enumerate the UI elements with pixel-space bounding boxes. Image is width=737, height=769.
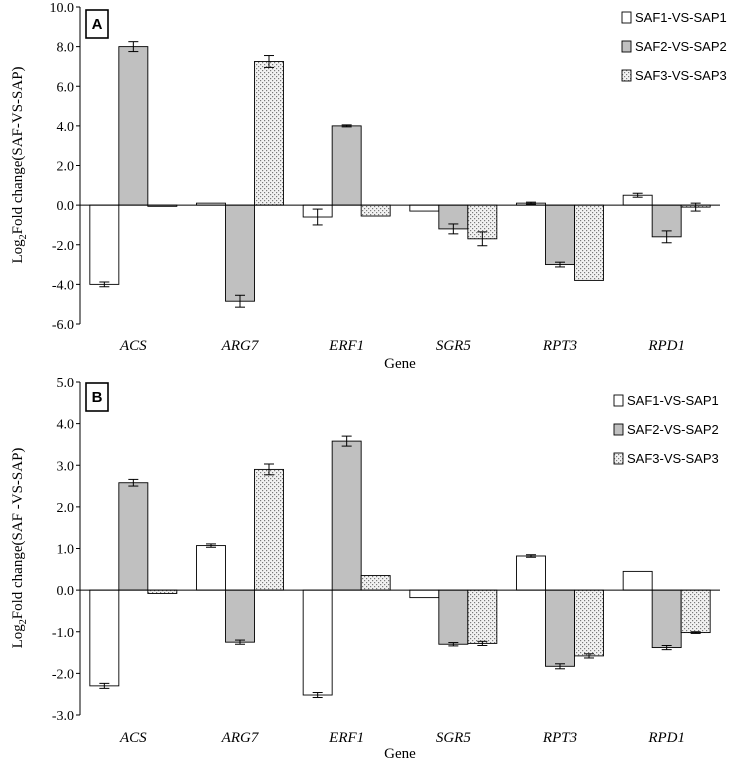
y-axis-title-pre: Log	[10, 624, 26, 649]
x-tick-label-erf1: ERF1	[328, 730, 364, 746]
legend-label-3: SAF3-VS-SAP3	[635, 68, 727, 83]
x-tick-label-rpt3: RPT3	[542, 730, 577, 746]
bar-saf1-vs-sap1-arg7	[196, 545, 226, 591]
y-tick-label: 4.0	[57, 418, 75, 433]
y-axis-title: Log2Fold change(SAF-VS-SAP)	[10, 66, 29, 263]
x-tick-label-sgr5: SGR5	[436, 730, 471, 746]
bar-saf2-vs-sap2-sgr5	[438, 589, 469, 645]
bar-saf3-vs-sap3-arg7	[254, 61, 284, 206]
y-tick-label: -2.0	[52, 239, 74, 254]
y-axis-title-subscript: 2	[18, 234, 29, 239]
chart-panel-b: 5.0 4.0 3.0 2.0 1.0 0.0 -1.0 -2.0 -3.0 ACS ARG7 ERF…	[10, 376, 720, 762]
y-axis-title-pre: Log	[10, 239, 26, 264]
y-tick-label: 8.0	[57, 41, 75, 56]
bar-saf1-vs-sap1-sgr5	[409, 589, 440, 599]
bar-saf3-vs-sap3-erf1	[360, 575, 391, 591]
y-tick-label: 6.0	[57, 80, 75, 95]
y-axis-title: Log2Fold change(SAF -VS-SAP)	[10, 448, 29, 649]
bar-saf3-vs-sap3-rpt3	[574, 204, 604, 281]
legend-swatch-2	[613, 423, 624, 436]
bar-saf2-vs-sap2-erf1	[331, 440, 362, 591]
x-tick-label-rpt3: RPT3	[542, 338, 577, 354]
panel-letter: B	[92, 389, 103, 406]
y-tick-label: -2.0	[52, 667, 74, 682]
x-tick-label-acs: ACS	[119, 730, 147, 746]
bar-saf2-vs-sap2-arg7	[225, 204, 255, 302]
panel-letter-box	[85, 9, 109, 39]
bar-saf3-vs-sap3-rpd1	[680, 589, 711, 634]
x-tick-label-rpd1: RPD1	[647, 338, 685, 354]
bar-saf2-vs-sap2-acs	[118, 482, 149, 591]
bar-saf3-vs-sap3-erf1	[360, 204, 391, 217]
chart-panel-a: 10.0 8.0 6.0 4.0 2.0 0.0 -2.0 -4.0 -6.0 ACS ARG7 ER…	[10, 1, 727, 372]
x-tick-label-erf1: ERF1	[328, 338, 364, 354]
bar-saf2-vs-sap2-rpt3	[545, 204, 575, 266]
bar-saf1-vs-sap1-rpd1	[622, 570, 653, 591]
y-axis-title-subscript: 2	[18, 619, 29, 624]
legend-swatch-2	[621, 40, 632, 53]
bar-saf1-vs-sap1-sgr5	[409, 204, 440, 212]
bar-saf2-vs-sap2-arg7	[225, 589, 255, 643]
y-tick-label: 5.0	[57, 376, 75, 391]
y-tick-label: 0.0	[57, 584, 75, 599]
y-tick-label: 4.0	[57, 120, 75, 135]
legend-label-3: SAF3-VS-SAP3	[627, 451, 719, 466]
panel-letter-box	[85, 382, 109, 412]
y-tick-label: -6.0	[52, 318, 74, 333]
y-tick-label: 10.0	[50, 1, 75, 16]
bar-saf3-vs-sap3-arg7	[254, 468, 284, 591]
y-tick-label: 3.0	[57, 459, 75, 474]
y-tick-label: -3.0	[52, 709, 74, 724]
legend-label-2: SAF2-VS-SAP2	[627, 422, 719, 437]
x-tick-label-sgr5: SGR5	[436, 338, 471, 354]
y-tick-label: -4.0	[52, 278, 74, 293]
panel-letter: A	[92, 16, 103, 33]
bar-saf1-vs-sap1-acs	[89, 589, 120, 687]
y-tick-label: 1.0	[57, 543, 75, 558]
bar-saf2-vs-sap2-rpt3	[545, 589, 575, 667]
x-tick-label-arg7: ARG7	[221, 730, 260, 746]
y-tick-label: 0.0	[57, 199, 75, 214]
legend-swatch-1	[621, 11, 632, 24]
x-tick-label-rpd1: RPD1	[647, 730, 685, 746]
legend-swatch-1	[613, 394, 624, 407]
bar-saf2-vs-sap2-erf1	[331, 125, 362, 206]
legend-swatch-3	[621, 69, 632, 82]
y-tick-label: 2.0	[57, 501, 75, 516]
legend-label-1: SAF1-VS-SAP1	[635, 10, 727, 25]
y-axis-title-post: Fold change(SAF -VS-SAP)	[10, 448, 26, 620]
bar-saf2-vs-sap2-acs	[118, 46, 149, 206]
legend-label-1: SAF1-VS-SAP1	[627, 393, 719, 408]
x-tick-label-arg7: ARG7	[221, 338, 260, 354]
bar-saf2-vs-sap2-rpd1	[651, 589, 682, 649]
bar-saf1-vs-sap1-acs	[89, 204, 120, 285]
y-tick-label: -1.0	[52, 626, 74, 641]
x-tick-label-acs: ACS	[119, 338, 147, 354]
bar-saf3-vs-sap3-sgr5	[467, 589, 498, 644]
legend-label-2: SAF2-VS-SAP2	[635, 39, 727, 54]
y-tick-label: 2.0	[57, 160, 75, 175]
bar-saf1-vs-sap1-rpt3	[516, 555, 546, 591]
y-axis-title-post: Fold change(SAF-VS-SAP)	[10, 66, 26, 234]
bar-saf1-vs-sap1-erf1	[302, 589, 333, 696]
legend-swatch-3	[613, 452, 624, 465]
x-axis-title: Gene	[384, 746, 416, 762]
bar-saf3-vs-sap3-rpt3	[574, 589, 604, 657]
x-axis-title: Gene	[384, 356, 416, 372]
